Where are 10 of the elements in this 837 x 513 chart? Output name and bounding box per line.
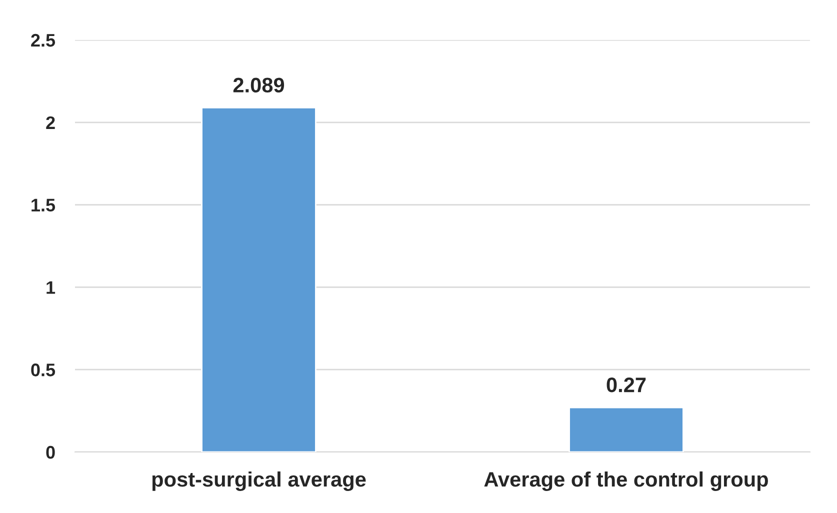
y-tick-label: 1.5 (32, 198, 56, 212)
y-tick-label: 0 (46, 446, 55, 459)
y-tick-label: 0.5 (31, 364, 56, 376)
y-tick-label: 2.5 (31, 34, 56, 47)
data-label: 2.089 (233, 78, 284, 93)
data-label: 0.27 (606, 378, 646, 392)
y-tick-label: 2 (46, 116, 55, 129)
y-tick-label: 1 (46, 281, 56, 294)
x-tick-label: post-surgical average (152, 471, 366, 491)
x-tick-label: Average of the control group (484, 471, 768, 491)
